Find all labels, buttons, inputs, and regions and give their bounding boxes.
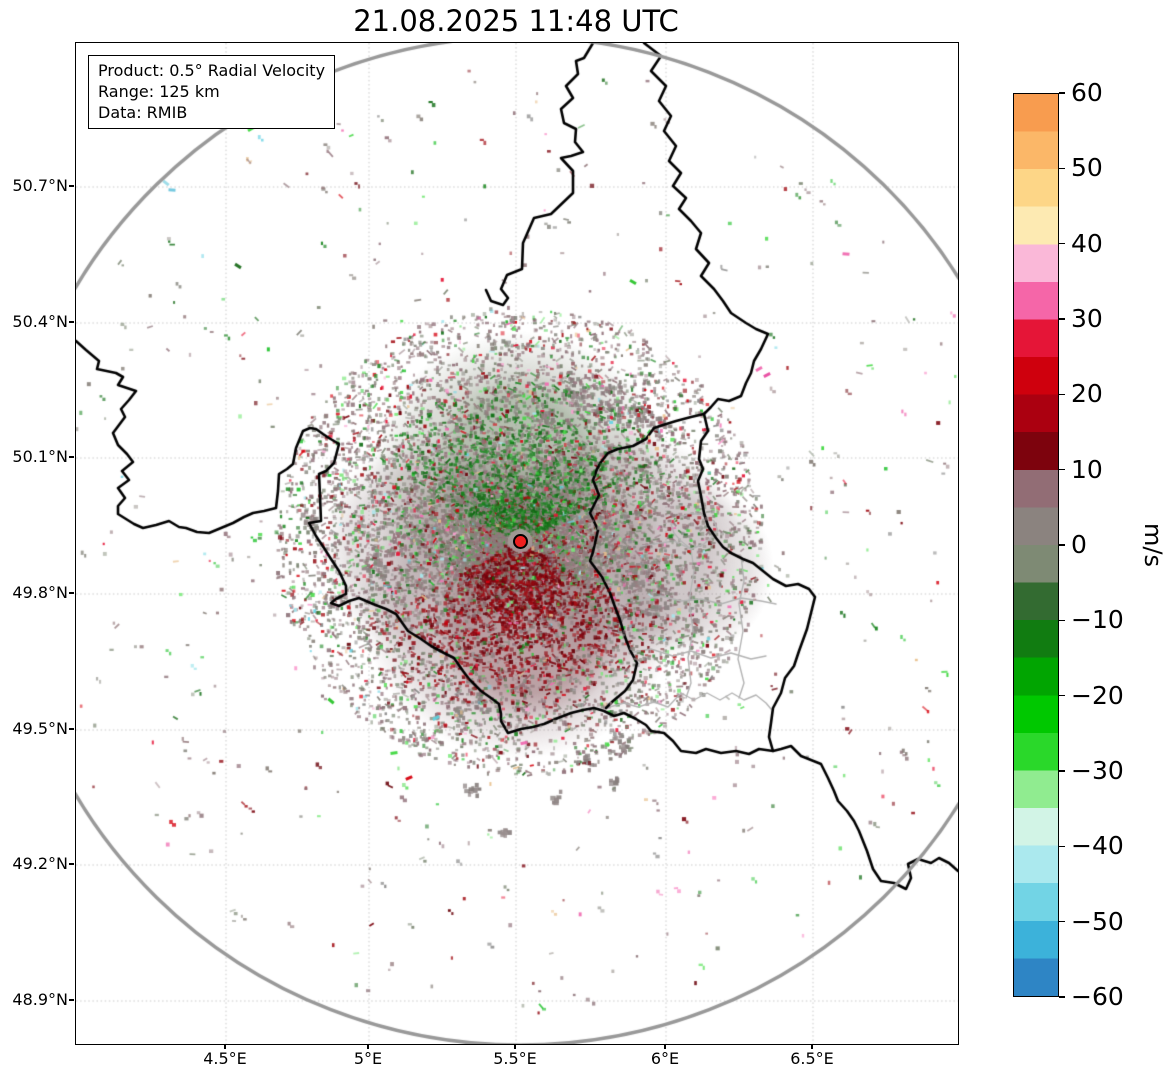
colorbar-tick-mark (1059, 468, 1065, 471)
colorbar-tick-label: −60 (1071, 982, 1124, 1011)
colorbar-tick-label: 0 (1071, 530, 1087, 559)
colorbar-tick-label: 60 (1071, 78, 1103, 107)
colorbar-gradient (1013, 93, 1059, 997)
y-tick-label: 49.2°N (12, 854, 68, 873)
colorbar-tick-mark (1059, 544, 1065, 546)
x-tick-mark (224, 1044, 226, 1049)
radar-location-dot (512, 533, 528, 549)
x-tick-mark (664, 1044, 666, 1049)
product-info-line-source: Data: RMIB (98, 103, 188, 122)
colorbar-tick-label: 50 (1071, 153, 1103, 183)
colorbar-tick-mark (1059, 770, 1065, 772)
colorbar-tick-label: 30 (1071, 304, 1103, 333)
colorbar-tick-mark (1059, 318, 1065, 320)
map-plot-area: Product: 0.5° Radial Velocity Range: 125… (75, 42, 959, 1045)
y-tick-mark (69, 999, 74, 1001)
colorbar-tick-label: −40 (1071, 831, 1124, 861)
y-tick-mark (69, 456, 74, 458)
y-tick-label: 48.9°N (12, 990, 68, 1009)
colorbar-tick-mark (1059, 393, 1065, 396)
y-tick-label: 50.4°N (12, 312, 68, 331)
product-info-box: Product: 0.5° Radial Velocity Range: 125… (88, 55, 336, 129)
x-tick-mark (367, 1044, 369, 1049)
x-tick-label: 5.5°E (493, 1049, 537, 1068)
x-tick-label: 6.5°E (790, 1049, 834, 1068)
chart-title: 21.08.2025 11:48 UTC (353, 4, 679, 38)
colorbar-tick-label: −50 (1071, 906, 1124, 936)
colorbar-tick-mark (1059, 619, 1065, 622)
colorbar-tick-mark (1059, 920, 1065, 923)
colorbar-tick-mark (1059, 92, 1065, 94)
colorbar-tick-label: −20 (1071, 680, 1124, 710)
colorbar-tick-mark (1059, 167, 1065, 170)
y-tick-mark (69, 321, 74, 323)
colorbar-tick-mark (1059, 845, 1065, 848)
y-tick-mark (69, 592, 74, 594)
y-tick-mark (69, 728, 74, 730)
colorbar-unit-label: m/s (1138, 523, 1167, 567)
y-tick-label: 50.1°N (12, 447, 68, 466)
colorbar-tick-label: −10 (1071, 605, 1124, 635)
x-tick-label: 4.5°E (203, 1049, 247, 1068)
x-tick-mark (514, 1044, 516, 1049)
x-tick-mark (811, 1044, 813, 1049)
colorbar-tick-label: 10 (1071, 454, 1103, 484)
product-info-line-range: Range: 125 km (98, 82, 220, 101)
colorbar-tick-mark (1059, 694, 1065, 697)
product-info-line-product: Product: 0.5° Radial Velocity (98, 61, 326, 80)
x-tick-label: 6°E (650, 1049, 680, 1068)
y-tick-mark (69, 185, 74, 187)
colorbar-tick-mark (1059, 242, 1065, 245)
y-tick-mark (69, 863, 74, 865)
y-tick-label: 49.5°N (12, 719, 68, 738)
colorbar-tick-label: 40 (1071, 228, 1103, 258)
colorbar: 60 50 40 30 20 10 0 −10 −20 −30 −40 −50 −60 m/s (1013, 78, 1171, 1011)
colorbar-tick-label: 20 (1071, 379, 1103, 409)
colorbar-tick-mark (1059, 996, 1065, 998)
x-tick-label: 5°E (353, 1049, 383, 1068)
y-tick-label: 50.7°N (12, 176, 68, 195)
y-tick-label: 49.8°N (12, 583, 68, 602)
colorbar-tick-label: −30 (1071, 756, 1124, 785)
